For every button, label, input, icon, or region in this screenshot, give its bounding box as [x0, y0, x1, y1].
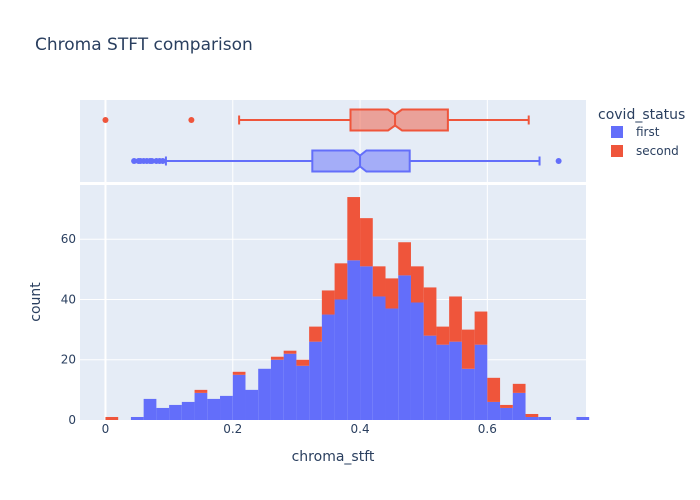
- bar-first: [474, 344, 488, 420]
- bar-first: [220, 395, 233, 420]
- marginal-boxplots: [102, 108, 562, 173]
- bar-second: [461, 329, 475, 369]
- bar-first: [423, 335, 437, 420]
- y-tick-label: 60: [61, 232, 76, 246]
- bar-second: [398, 242, 411, 276]
- bar-second: [500, 404, 513, 408]
- bar-first: [512, 392, 526, 420]
- bar-second: [423, 287, 437, 336]
- bar-first: [449, 341, 462, 420]
- bar-first: [385, 308, 399, 420]
- bar-second: [436, 326, 450, 345]
- bar-first: [130, 416, 144, 420]
- x-tick-label: 0.4: [351, 422, 370, 436]
- bar-first: [360, 266, 373, 420]
- bar-first: [321, 314, 335, 420]
- histogram-bars: [105, 197, 590, 420]
- bar-second: [360, 218, 373, 267]
- bar-first: [334, 299, 348, 420]
- x-tick-label: 0: [102, 422, 110, 436]
- bar-second: [474, 311, 488, 345]
- x-axis-title: chroma_stft: [292, 449, 375, 465]
- bar-second: [372, 266, 386, 297]
- bar-first: [538, 416, 551, 420]
- legend-title: covid_status: [598, 107, 685, 123]
- y-tick-label: 0: [68, 413, 76, 427]
- legend-label-second: second: [636, 144, 679, 158]
- bar-second: [309, 326, 322, 342]
- outlier-first: [159, 158, 166, 164]
- legend: covid_status first second: [598, 107, 685, 158]
- bar-first: [207, 398, 221, 420]
- x-tick-labels: 0 0.2 0.4 0.6: [102, 422, 497, 436]
- x-tick-label: 0.2: [223, 422, 242, 436]
- bar-second: [385, 278, 399, 309]
- bar-first: [436, 344, 450, 420]
- bar-first: [487, 401, 501, 420]
- outlier-first: [148, 158, 155, 164]
- bar-second: [347, 197, 361, 261]
- y-axis-title: count: [28, 282, 44, 322]
- outlier-second: [102, 117, 109, 123]
- bar-first: [194, 392, 208, 420]
- bar-first: [169, 404, 182, 420]
- bar-second: [334, 263, 348, 300]
- y-tick-label: 40: [61, 292, 76, 306]
- bar-first: [576, 416, 590, 420]
- bar-first: [398, 275, 411, 420]
- bar-second: [525, 413, 539, 417]
- bar-second: [512, 383, 526, 393]
- legend-swatch-second: [611, 145, 623, 157]
- bar-first: [283, 353, 297, 420]
- bar-second: [232, 371, 246, 375]
- outlier-first: [555, 158, 562, 164]
- bar-first: [245, 389, 259, 420]
- bar-first: [258, 368, 271, 420]
- bar-first: [143, 398, 157, 420]
- outlier-first: [131, 158, 138, 164]
- bar-first: [270, 359, 284, 420]
- bar-second: [410, 266, 424, 303]
- bar-second: [270, 356, 284, 360]
- bar-second: [296, 359, 310, 366]
- bar-second: [194, 389, 208, 393]
- bar-first: [296, 365, 310, 420]
- bar-first: [347, 260, 361, 420]
- y-tick-label: 20: [61, 353, 76, 367]
- bar-first: [461, 368, 475, 420]
- y-tick-labels: 0 20 40 60: [61, 232, 76, 427]
- bar-first: [410, 302, 424, 420]
- bar-second: [449, 296, 462, 342]
- bar-first: [525, 416, 539, 420]
- legend-label-first: first: [636, 125, 660, 139]
- bar-second: [105, 416, 119, 420]
- bar-first: [309, 341, 322, 420]
- bar-first: [156, 407, 170, 420]
- bar-first: [232, 374, 246, 420]
- chart-title: Chroma STFT comparison: [35, 35, 253, 55]
- bar-first: [372, 296, 386, 420]
- legend-swatch-first: [611, 126, 623, 138]
- bar-first: [181, 401, 195, 420]
- x-tick-label: 0.6: [478, 422, 497, 436]
- box-second: [349, 108, 449, 132]
- bar-second: [283, 350, 297, 354]
- bar-second: [487, 377, 501, 402]
- bar-first: [500, 407, 513, 420]
- outlier-second: [188, 117, 195, 123]
- bar-second: [321, 290, 335, 315]
